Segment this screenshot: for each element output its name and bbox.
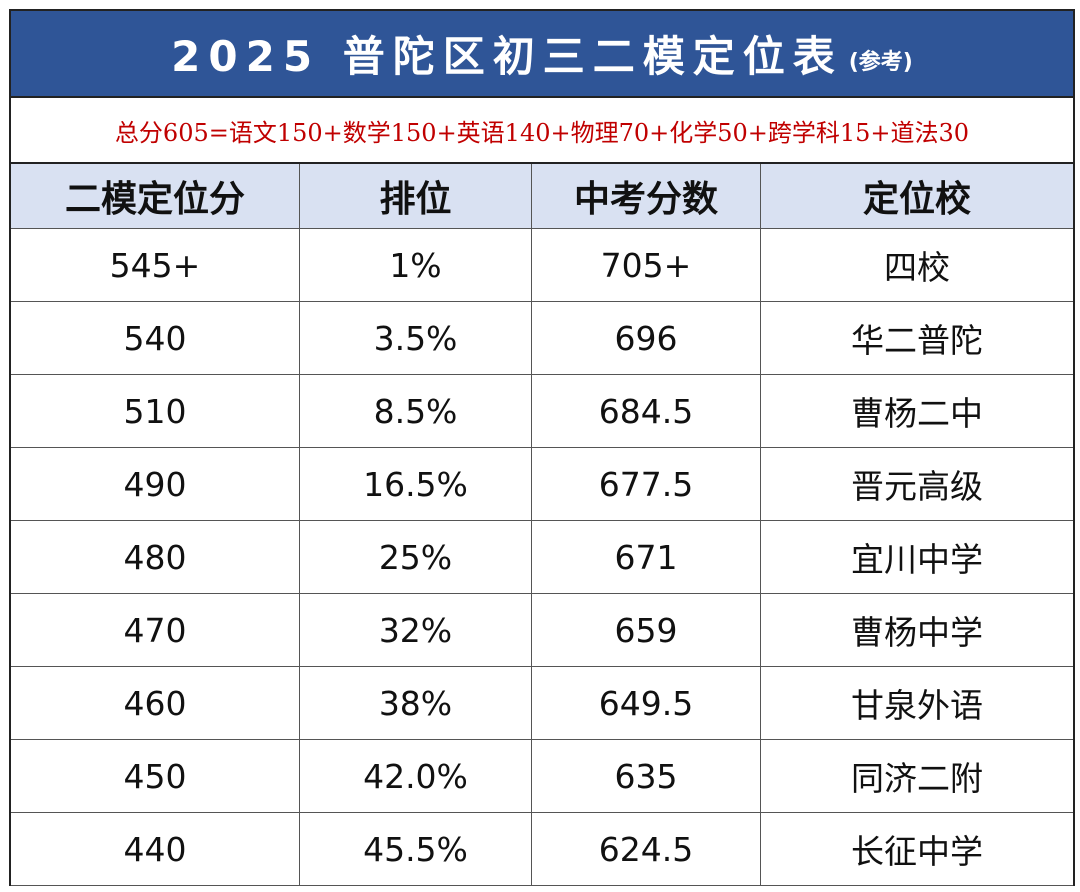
mock-score-cell: 450: [11, 740, 300, 812]
exam-score-cell: 677.5: [532, 448, 761, 520]
school-cell: 同济二附: [851, 759, 983, 798]
table-row: 450 42.0% 635 同济二附: [11, 740, 1073, 813]
table-row: 440 45.5% 624.5 长征中学: [11, 813, 1073, 886]
rank-cell: 38%: [300, 667, 532, 739]
rank-cell: 1%: [300, 229, 532, 301]
exam-score-cell: 649.5: [532, 667, 761, 739]
exam-score-cell: 705+: [532, 229, 761, 301]
school-cell: 曹杨中学: [851, 613, 983, 652]
school-cell: 晋元高级: [851, 467, 983, 506]
mock-score-cell: 480: [11, 521, 300, 593]
rank-cell: 42.0%: [300, 740, 532, 812]
school-cell: 长征中学: [851, 832, 983, 871]
exam-score-cell: 684.5: [532, 375, 761, 447]
rank-cell: 8.5%: [300, 375, 532, 447]
mock-score-cell: 440: [11, 813, 300, 885]
rank-cell: 25%: [300, 521, 532, 593]
table-row: 470 32% 659 曹杨中学: [11, 594, 1073, 667]
header-mock-score: 二模定位分: [11, 164, 300, 228]
score-formula: 总分605=语文150+数学150+英语140+物理70+化学50+跨学科15+…: [11, 98, 1073, 164]
rank-cell: 32%: [300, 594, 532, 666]
rank-cell: 16.5%: [300, 448, 532, 520]
exam-score-cell: 624.5: [532, 813, 761, 885]
table-row: 490 16.5% 677.5 晋元高级: [11, 448, 1073, 521]
header-school: 定位校: [862, 179, 971, 220]
table-row: 460 38% 649.5 甘泉外语: [11, 667, 1073, 740]
ranking-table: 2025 普陀区初三二模定位表 (参考) 总分605=语文150+数学150+英…: [9, 9, 1075, 886]
mock-score-cell: 470: [11, 594, 300, 666]
mock-score-cell: 540: [11, 302, 300, 374]
mock-score-cell: 460: [11, 667, 300, 739]
header-exam-score: 中考分数: [532, 164, 761, 228]
header-row: 二模定位分 排位 中考分数 定位校: [11, 164, 1073, 229]
school-cell: 曹杨二中: [851, 394, 983, 433]
title-bar: 2025 普陀区初三二模定位表 (参考): [11, 11, 1073, 98]
mock-score-cell: 510: [11, 375, 300, 447]
school-cell: 四校: [884, 248, 950, 287]
page-title: 2025 普陀区初三二模定位表: [171, 32, 843, 81]
school-cell: 华二普陀: [851, 321, 983, 360]
exam-score-cell: 659: [532, 594, 761, 666]
mock-score-cell: 545+: [11, 229, 300, 301]
table-row: 545+ 1% 705+ 四校: [11, 229, 1073, 302]
table-row: 510 8.5% 684.5 曹杨二中: [11, 375, 1073, 448]
title-note: (参考): [848, 49, 913, 75]
header-rank: 排位: [300, 164, 532, 228]
rank-cell: 45.5%: [300, 813, 532, 885]
exam-score-cell: 696: [532, 302, 761, 374]
exam-score-cell: 671: [532, 521, 761, 593]
school-cell: 甘泉外语: [851, 686, 983, 725]
exam-score-cell: 635: [532, 740, 761, 812]
mock-score-cell: 490: [11, 448, 300, 520]
table-row: 540 3.5% 696 华二普陀: [11, 302, 1073, 375]
rank-cell: 3.5%: [300, 302, 532, 374]
table-row: 480 25% 671 宜川中学: [11, 521, 1073, 594]
school-cell: 宜川中学: [851, 540, 983, 579]
